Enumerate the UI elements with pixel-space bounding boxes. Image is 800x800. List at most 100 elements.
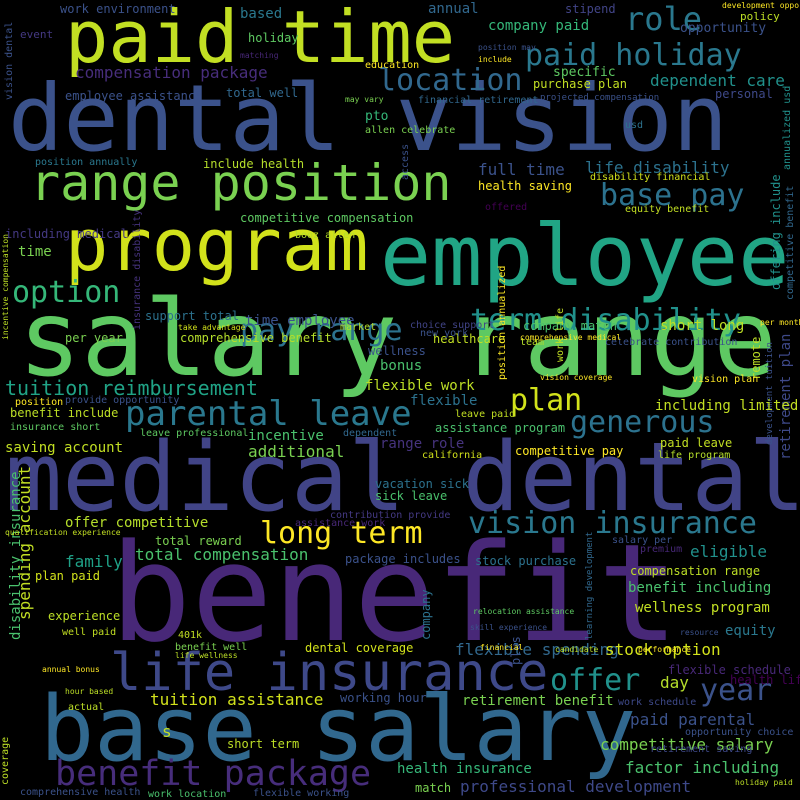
word: based <box>240 6 282 22</box>
word: life disability <box>585 158 730 177</box>
word: insurance short <box>10 422 100 433</box>
word: new york <box>420 328 468 339</box>
word: paid leave <box>660 436 732 450</box>
word: assistance work <box>295 518 385 529</box>
word: opportunity <box>680 21 766 36</box>
word: offering include <box>769 174 783 290</box>
word: offer <box>550 663 640 698</box>
word: vision coverage <box>540 373 612 382</box>
word: including medical <box>5 227 128 241</box>
word: team <box>520 337 544 348</box>
word: professional development <box>460 777 691 796</box>
word: company paid <box>488 18 589 34</box>
word: salary per <box>612 535 672 546</box>
word: stock purchase <box>475 554 576 568</box>
word: dental coverage <box>305 641 413 655</box>
word: equity <box>725 623 776 639</box>
word: flexible schedule <box>668 663 791 677</box>
word: dependent care <box>650 71 785 90</box>
word: purchase plan <box>533 77 627 91</box>
word: flexible <box>410 393 477 409</box>
word: time <box>18 244 52 260</box>
word: spending account <box>15 466 34 620</box>
word: financial <box>480 643 524 652</box>
word: paid holiday <box>525 38 742 73</box>
word: working hour <box>340 691 427 705</box>
word: vision insurance <box>468 506 757 541</box>
word: contribution provide <box>330 510 450 521</box>
word: experience <box>48 609 120 623</box>
word: plus <box>509 636 523 665</box>
word: pto <box>365 109 388 124</box>
word: eligible <box>690 542 767 561</box>
word: saving account <box>5 440 123 456</box>
word: medical dental <box>5 423 800 533</box>
word: benefit include <box>10 406 118 420</box>
word: well paid <box>62 627 116 638</box>
word: personal <box>715 87 773 101</box>
word: leave paid <box>455 409 515 420</box>
word: holiday <box>248 31 299 45</box>
word: candidate <box>555 645 599 654</box>
word: 401k <box>178 630 202 641</box>
word: support total <box>145 309 239 323</box>
word: day <box>660 673 689 692</box>
word: comprehensive benefit <box>180 331 332 345</box>
word: package includes <box>345 552 461 566</box>
word: plan <box>510 383 582 418</box>
word: position annualized <box>497 266 508 380</box>
word: hour based <box>65 687 113 696</box>
word: term disability <box>470 303 741 338</box>
word: plan paid <box>35 569 100 583</box>
word: assistance program <box>435 421 565 435</box>
word: total well <box>226 86 298 100</box>
word: benefit well <box>175 642 247 653</box>
word: california <box>422 450 482 461</box>
word: event <box>20 28 53 41</box>
word: offered <box>485 202 527 213</box>
word: long term <box>260 516 423 551</box>
word: equity benefit <box>625 204 709 215</box>
word: employee <box>380 207 789 306</box>
word: life insurance <box>110 643 548 703</box>
word: paid time <box>65 0 455 79</box>
word: tuition assistance <box>150 690 323 709</box>
word: performance <box>638 645 691 654</box>
word: disability insurance <box>8 471 24 640</box>
word: health insurance <box>397 761 532 777</box>
word: access <box>400 144 411 180</box>
word: competitive benefit <box>785 186 796 300</box>
word: wellness program <box>635 600 770 616</box>
word: s <box>162 722 172 741</box>
word: including limited <box>655 398 798 414</box>
word: include health <box>203 157 304 171</box>
word: annual <box>428 1 479 17</box>
word: disability financial <box>590 172 710 183</box>
word: factor including <box>625 758 779 777</box>
word: qualification experience <box>5 528 121 537</box>
word: retirement plan <box>778 334 794 460</box>
word: annual bonus <box>42 665 100 674</box>
word: development tuition <box>765 342 775 445</box>
word: generous <box>570 405 715 440</box>
word: total compensation <box>135 545 308 564</box>
word: bonus <box>380 358 422 374</box>
word: employee assistance <box>65 89 202 103</box>
word: health life <box>730 673 800 687</box>
word: range role <box>380 436 464 452</box>
word: resource <box>680 628 719 637</box>
word: program <box>65 203 368 287</box>
word: relocation assistance <box>473 607 574 616</box>
word: dependent <box>343 428 397 439</box>
word: location <box>378 63 523 98</box>
word: health saving <box>478 179 572 193</box>
word: role <box>625 0 702 38</box>
word: company <box>419 589 433 640</box>
word: competitive pay <box>515 444 623 458</box>
word: flexible work <box>365 378 475 394</box>
word: offer competitive <box>65 515 208 531</box>
word: family <box>65 552 123 571</box>
word: learning development <box>585 532 595 640</box>
word: matching <box>240 51 279 60</box>
